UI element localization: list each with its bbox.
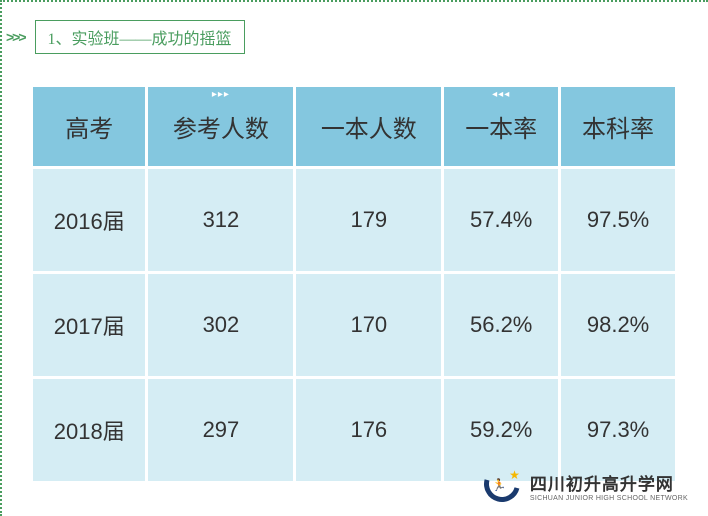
logo-main-text: 四川初升高升学网 [530, 470, 688, 495]
exam-results-table: 高考 ▸▸▸参考人数 一本人数 ◂◂◂一本率 本科率 2016届 312 179… [30, 84, 678, 484]
cell-value: 98.2% [561, 274, 675, 376]
watermark-logo: ★ 🏃 四川初升高升学网 SICHUAN JUNIOR HIGH SCHOOL … [484, 466, 688, 506]
col-tier1-rate: ◂◂◂一本率 [444, 87, 558, 166]
cell-value: 97.5% [561, 169, 675, 271]
cell-value: 297 [148, 379, 293, 481]
cell-year: 2016届 [33, 169, 145, 271]
logo-icon: ★ 🏃 [484, 466, 524, 506]
col-gaokao: 高考 [33, 87, 145, 166]
cell-value: 312 [148, 169, 293, 271]
table-container: 高考 ▸▸▸参考人数 一本人数 ◂◂◂一本率 本科率 2016届 312 179… [0, 54, 708, 484]
cell-value: 57.4% [444, 169, 558, 271]
section-title: 1、实验班——成功的摇篮 [35, 20, 245, 54]
cell-value: 302 [148, 274, 293, 376]
logo-sub-text: SICHUAN JUNIOR HIGH SCHOOL NETWORK [530, 495, 688, 502]
cell-value: 56.2% [444, 274, 558, 376]
cell-year: 2017届 [33, 274, 145, 376]
cell-value: 179 [296, 169, 441, 271]
col-tier1-count: 一本人数 [296, 87, 441, 166]
cell-value: 176 [296, 379, 441, 481]
cell-value: 170 [296, 274, 441, 376]
table-header-row: 高考 ▸▸▸参考人数 一本人数 ◂◂◂一本率 本科率 [33, 87, 675, 166]
col-bachelor-rate: 本科率 [561, 87, 675, 166]
col-participants: ▸▸▸参考人数 [148, 87, 293, 166]
cell-year: 2018届 [33, 379, 145, 481]
table-row: 2017届 302 170 56.2% 98.2% [33, 274, 675, 376]
table-row: 2016届 312 179 57.4% 97.5% [33, 169, 675, 271]
title-row: >>> 1、实验班——成功的摇篮 [0, 0, 708, 54]
arrow-decoration: >>> [6, 29, 25, 45]
